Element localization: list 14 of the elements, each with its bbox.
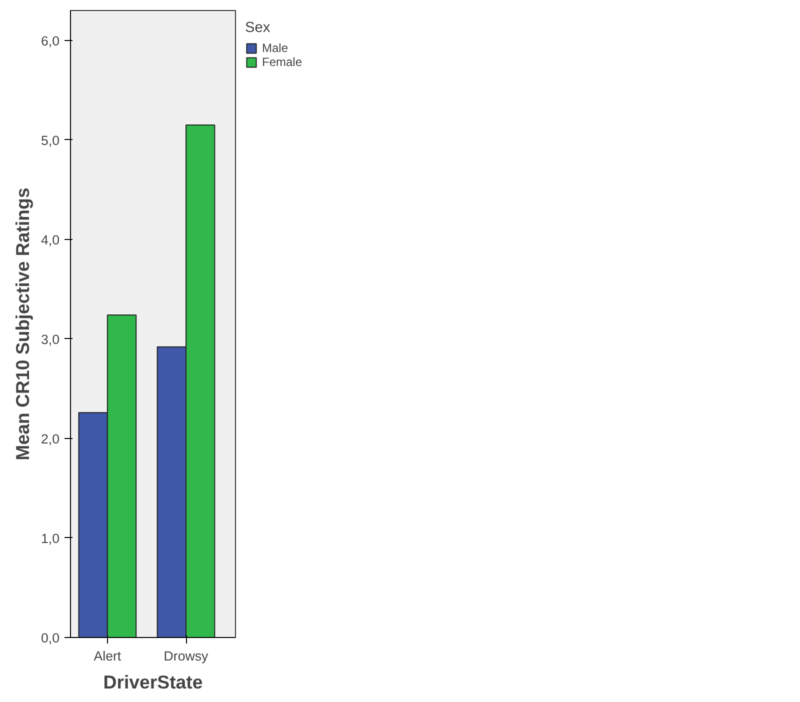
y-axis-title: Mean CR10 Subjective Ratings: [12, 188, 33, 460]
y-tick-label: 6,0: [40, 33, 60, 48]
x-axis-title: DriverState: [103, 672, 203, 692]
y-tick-label: 4,0: [40, 232, 60, 248]
legend-label: Female: [262, 55, 302, 69]
y-tick-label: 3,0: [40, 332, 60, 347]
x-tick-label: Drowsy: [164, 648, 209, 664]
legend-title: Sex: [245, 20, 272, 36]
y-tick-label: 2,0: [40, 431, 60, 446]
x-tick-label: Alert: [94, 648, 122, 664]
legend-label: Male: [262, 41, 288, 55]
y-tick-label: 1,0: [40, 530, 60, 546]
y-tick-label: 0,0: [40, 630, 60, 646]
y-tick-label: 5,0: [40, 132, 60, 148]
